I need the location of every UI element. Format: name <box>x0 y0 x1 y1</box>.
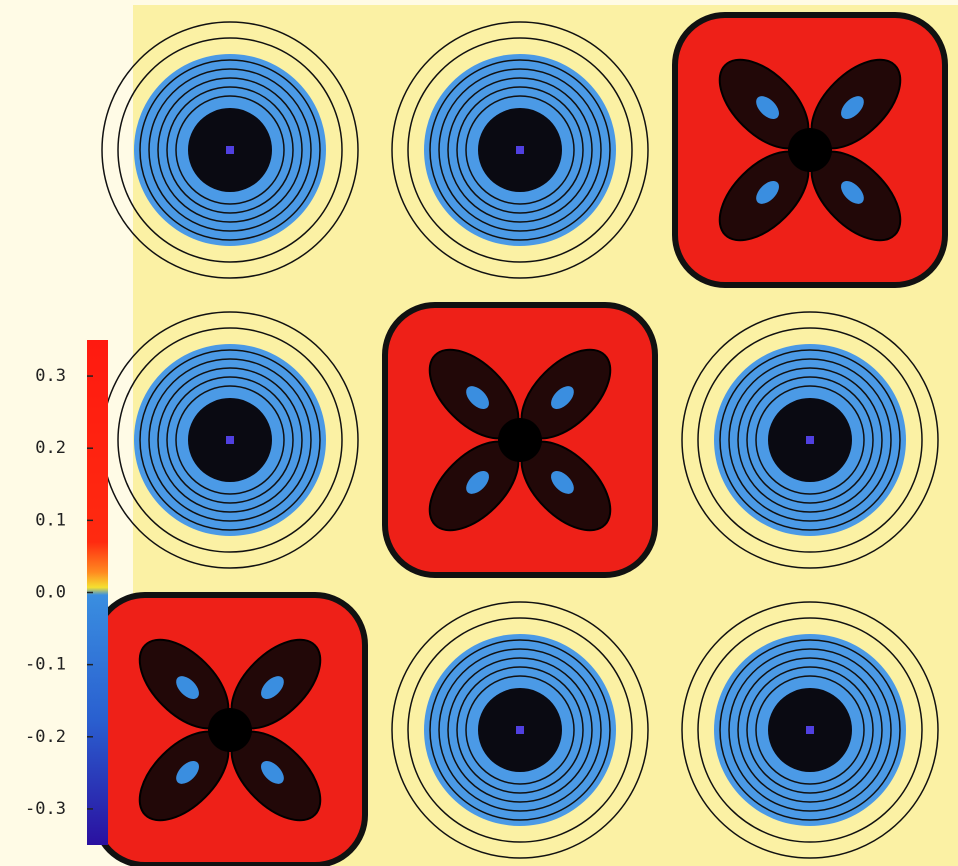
tick-label: 0.1 <box>35 510 66 530</box>
nucleus <box>516 146 524 154</box>
colorbar: 0.3 0.2 0.1 0.0 -0.1 -0.2 -0.3 <box>25 340 108 845</box>
nucleus <box>226 436 234 444</box>
lobe-center <box>788 128 832 172</box>
nucleus <box>516 726 524 734</box>
nucleus <box>806 436 814 444</box>
nucleus <box>226 146 234 154</box>
chart: 0.3 0.2 0.1 0.0 -0.1 -0.2 -0.3 <box>0 0 958 866</box>
tick-label: 0.3 <box>35 366 66 386</box>
tick-label: -0.2 <box>25 727 66 747</box>
lobe-center <box>498 418 542 462</box>
tick-label: -0.3 <box>25 799 66 819</box>
tick-label: 0.0 <box>35 583 66 603</box>
nucleus <box>806 726 814 734</box>
tick-label: -0.1 <box>25 655 66 675</box>
lobe-center <box>208 708 252 752</box>
tick-label: 0.2 <box>35 438 66 458</box>
contour-field <box>95 5 958 866</box>
